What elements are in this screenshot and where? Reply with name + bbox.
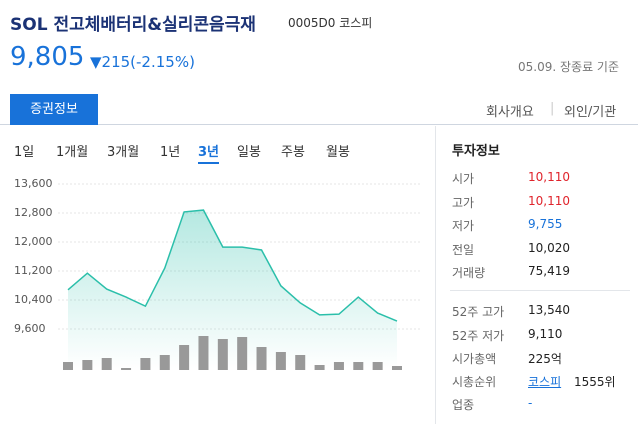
price: 9,805 (10, 42, 85, 72)
volume-bar (353, 362, 364, 370)
info-label: 52주 고가 (452, 305, 505, 319)
volume-bar (159, 355, 170, 370)
code: 0005D0 코스피 (288, 16, 373, 30)
title: SOL 전고체배터리&실리콘음극재 (10, 15, 256, 35)
volume-bar (179, 345, 190, 370)
info-label: 시총순위 (452, 375, 497, 389)
info-value: 10,020 (528, 240, 570, 255)
info-value: 1555위 (574, 375, 616, 389)
info-value: 9,110 (528, 326, 563, 341)
period-tab[interactable]: 3년 (198, 141, 220, 164)
volume-bar (140, 358, 151, 370)
period-tab[interactable]: 일봉 (237, 145, 261, 160)
volume-bar (256, 347, 267, 370)
info-label: 업종 (452, 398, 475, 412)
volume-bar (275, 352, 286, 370)
volume-bar (121, 368, 132, 370)
volume-bar (101, 358, 112, 370)
info-value: 225억 (528, 352, 562, 366)
info-title: 투자정보 (452, 144, 500, 159)
period-tab[interactable]: 주봉 (281, 145, 305, 160)
rank-link[interactable]: 코스피 (528, 375, 562, 389)
y-tick-label: 12,800 (14, 206, 53, 219)
period-tab[interactable]: 1일 (14, 145, 35, 160)
tab[interactable]: 회사개요 (486, 105, 534, 120)
volume-bar (333, 362, 344, 370)
info-label: 52주 저가 (452, 328, 505, 343)
price-area (68, 210, 397, 369)
period-tab[interactable]: 월봉 (326, 145, 350, 160)
separator: | (550, 101, 555, 116)
period-tab[interactable]: 3개월 (107, 145, 140, 160)
info-value: 75,419 (528, 264, 570, 278)
tab-active[interactable]: 증권정보 (10, 94, 98, 125)
info-label: 전일 (452, 242, 475, 257)
change: ▼215(-2.15%) (90, 53, 195, 71)
info-label: 저가 (452, 219, 475, 233)
info-divider (450, 290, 630, 291)
as-of: 05.09. 장종료 기준 (518, 60, 619, 74)
volume-bar (392, 366, 402, 370)
volume-bar (63, 362, 73, 370)
info-label: 고가 (452, 195, 475, 210)
tab[interactable]: 외인/기관 (564, 105, 617, 120)
y-tick-label: 10,400 (14, 293, 53, 306)
info-value: 10,110 (528, 193, 570, 208)
volume-bar (82, 360, 93, 370)
chart: 9,600 10,400 11,200 12,000 12,800 13,600 (14, 177, 420, 370)
volume-bar (237, 337, 248, 370)
volume-bar (372, 362, 383, 370)
volume-bar (217, 339, 228, 370)
tab-border (0, 124, 638, 125)
period-tab[interactable]: 1개월 (56, 145, 89, 160)
info-value: 9,755 (528, 217, 563, 231)
info-value: 10,110 (528, 170, 570, 184)
y-tick-label: 13,600 (14, 177, 53, 190)
y-tick-label: 12,000 (14, 235, 53, 248)
info-value: 13,540 (528, 303, 570, 317)
info-label: 거래량 (452, 266, 486, 280)
volume-bar (198, 336, 209, 370)
panel-divider (435, 126, 436, 424)
y-tick-label: 11,200 (14, 264, 53, 277)
info-label: 시가총액 (452, 352, 497, 366)
info-label: 시가 (452, 172, 475, 186)
price-line (67, 209, 398, 322)
y-tick-label: 9,600 (14, 322, 46, 335)
period-tab[interactable]: 1년 (160, 145, 181, 160)
volume-bar (314, 365, 325, 370)
info-value[interactable]: - (528, 396, 533, 410)
volume-bar (295, 355, 306, 370)
